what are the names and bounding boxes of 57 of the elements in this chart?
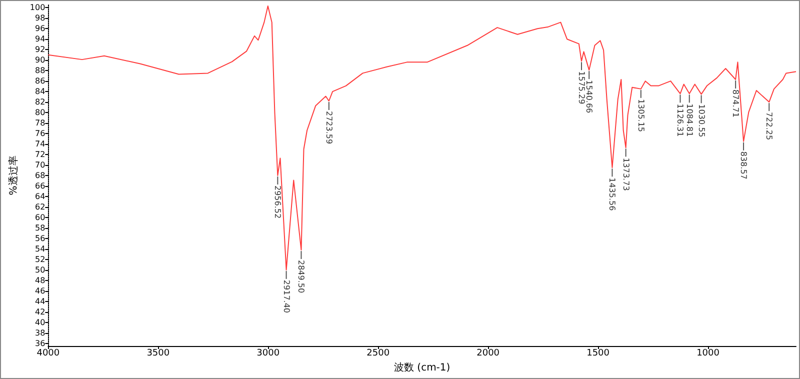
- annotation: 2849.50: [296, 260, 306, 294]
- x-tick-label: 3000: [256, 348, 280, 358]
- annotation: 1126.31: [676, 104, 685, 137]
- y-tick-label: 60: [34, 212, 46, 222]
- y-tick-label: 96: [34, 24, 46, 34]
- y-tick-label: 38: [34, 328, 46, 338]
- x-tick-label: 2500: [366, 348, 390, 358]
- y-tick-label: 84: [34, 87, 46, 96]
- x-tick-label: 1500: [586, 348, 610, 358]
- x-tick-label: 3500: [146, 348, 170, 358]
- x-tick-label: 1000: [696, 348, 720, 358]
- y-tick-label: 80: [34, 108, 46, 118]
- y-tick-label: 94: [34, 34, 46, 44]
- y-tick-label: 54: [34, 244, 46, 254]
- x-tick-label: 4000: [36, 348, 60, 358]
- annotation: 838.57: [739, 151, 748, 180]
- annotation: 1435.56: [608, 178, 617, 211]
- y-tick-label: 82: [34, 98, 46, 107]
- y-tick-label: 100: [30, 3, 46, 12]
- y-tick-label: 90: [34, 56, 46, 65]
- y-tick-label: 52: [34, 254, 46, 264]
- annotation: 1084.81: [684, 104, 694, 137]
- annotation: 1373.73: [621, 158, 630, 191]
- annotation: 1575.29: [576, 71, 586, 104]
- y-tick-label: 48: [34, 276, 46, 285]
- y-tick-label: 76: [34, 129, 46, 138]
- y-tick-label: 78: [34, 118, 46, 128]
- y-tick-label: 64: [34, 192, 46, 201]
- y-tick-label: 72: [34, 150, 46, 160]
- y-tick-label: 86: [34, 76, 46, 86]
- y-tick-label: 98: [34, 14, 46, 23]
- x-tick-label: 2000: [476, 348, 500, 358]
- y-tick-label: 58: [34, 223, 46, 232]
- annotation: 1305.15: [636, 98, 646, 132]
- annotation: 2956.52: [273, 186, 282, 219]
- annotation: 2723.59: [324, 111, 334, 144]
- y-axis-title: %透过率: [8, 156, 20, 196]
- y-tick-label: 42: [34, 307, 46, 316]
- y-tick-label: 40: [34, 318, 46, 327]
- annotation: 722.25: [764, 112, 774, 140]
- y-tick-label: 70: [34, 160, 46, 170]
- y-tick-label: 74: [34, 140, 46, 149]
- y-tick-label: 36: [34, 338, 46, 348]
- x-axis-title: 波数 (cm-1): [394, 362, 450, 374]
- annotation: 1030.55: [696, 104, 706, 138]
- y-tick-label: 66: [34, 181, 46, 190]
- y-tick-label: 68: [34, 171, 46, 180]
- y-tick-label: 88: [34, 66, 46, 76]
- y-tick-label: 44: [34, 296, 46, 306]
- annotation: 874.71: [731, 89, 740, 118]
- y-tick-label: 50: [34, 265, 46, 274]
- annotation: 2917.40: [282, 280, 291, 314]
- y-tick-label: 92: [34, 45, 46, 54]
- annotation: 1540.66: [584, 80, 594, 114]
- y-tick-label: 46: [34, 286, 46, 296]
- y-tick-label: 62: [34, 202, 46, 212]
- y-tick-label: 56: [34, 234, 46, 243]
